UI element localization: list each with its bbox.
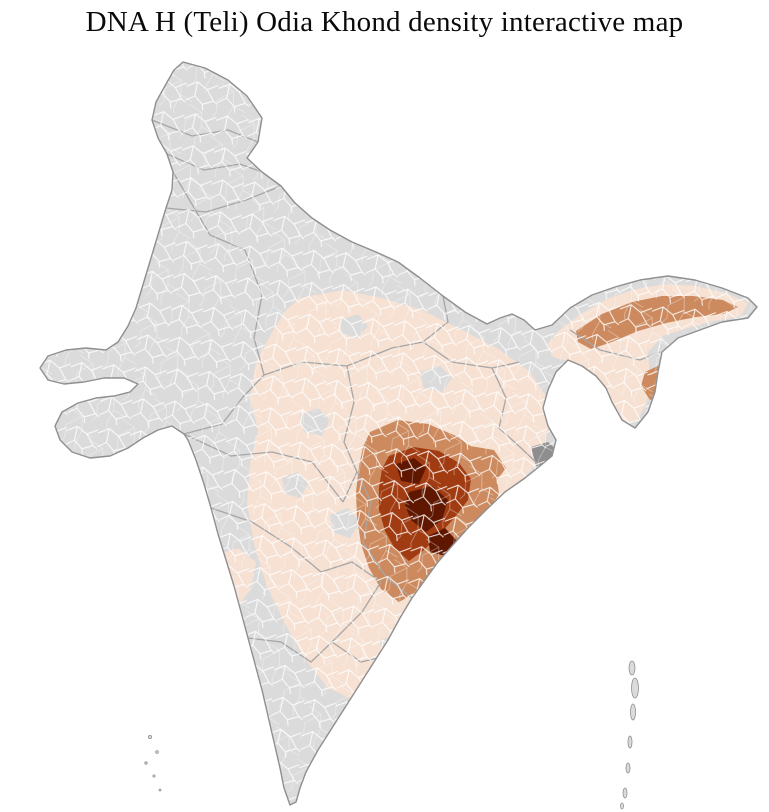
nicobar-island[interactable] xyxy=(625,762,631,774)
nicobar-island[interactable] xyxy=(622,787,628,799)
andaman-island[interactable] xyxy=(627,735,633,749)
andaman-island[interactable] xyxy=(628,660,636,676)
islands xyxy=(144,660,639,810)
nicobar-island[interactable] xyxy=(620,802,624,810)
lakshadweep-island[interactable] xyxy=(152,774,156,778)
lakshadweep-island[interactable] xyxy=(144,761,148,765)
lakshadweep-island[interactable] xyxy=(147,735,152,740)
country-border xyxy=(39,61,758,806)
andaman-island[interactable] xyxy=(631,677,639,699)
lakshadweep-island[interactable] xyxy=(158,788,162,792)
andaman-island[interactable] xyxy=(630,703,636,721)
district-mesh-overlay-2 xyxy=(40,62,757,805)
page-title: DNA H (Teli) Odia Khond density interact… xyxy=(85,6,684,38)
lakshadweep-island[interactable] xyxy=(155,750,159,754)
